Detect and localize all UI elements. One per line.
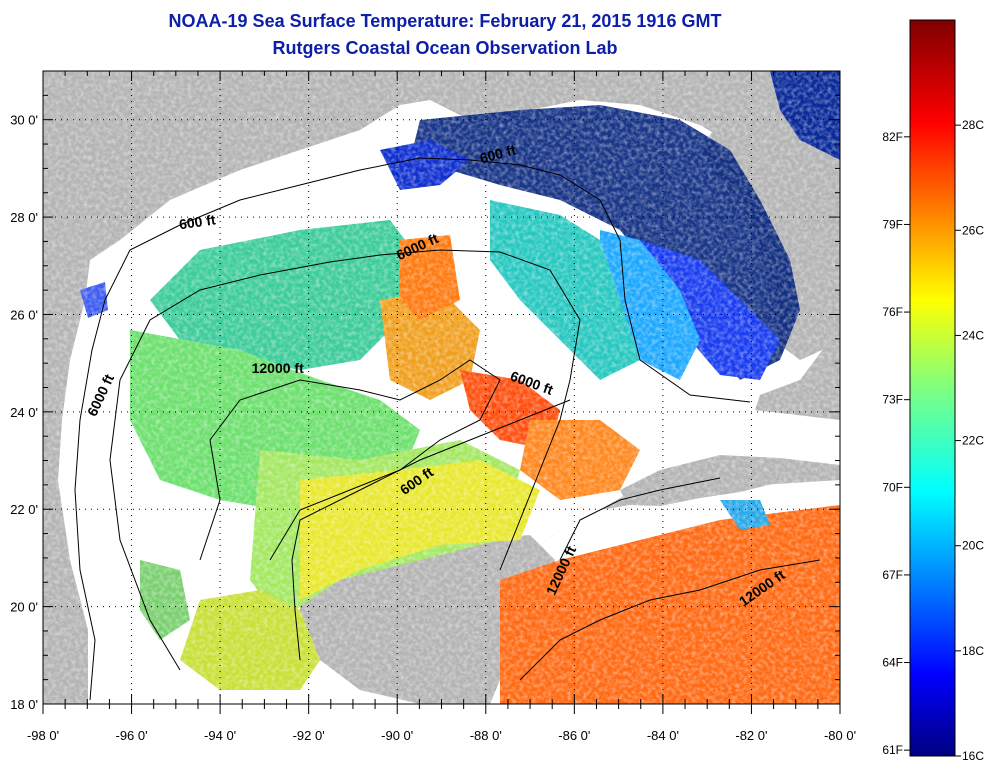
celsius-label: 24C <box>962 328 984 342</box>
depth-contours <box>74 157 821 701</box>
celsius-label: 18C <box>962 644 984 658</box>
celsius-label: 26C <box>962 223 984 237</box>
lon-tick-label: -88 0' <box>470 728 502 743</box>
colorbar-ticks: 28C 26C 24C 22C 20C 18C 16C 82F 79F 76F 73F 70F 67F 6… <box>882 118 984 763</box>
map-title: NOAA-19 Sea Surface Temperature: Februar… <box>168 11 722 31</box>
fahrenheit-label: 70F <box>882 480 903 494</box>
axis-labels: -98 0' -96 0' -94 0' -92 0' -90 0' -88 0' -86 … <box>10 113 856 743</box>
lat-tick-label: 18 0' <box>10 697 38 712</box>
lon-tick-label: -84 0' <box>647 728 679 743</box>
fahrenheit-label: 73F <box>882 393 903 407</box>
lon-tick-label: -90 0' <box>381 728 413 743</box>
fahrenheit-label: 76F <box>882 305 903 319</box>
fahrenheit-label: 79F <box>882 217 903 231</box>
fahrenheit-label: 61F <box>882 743 903 757</box>
lat-tick-label: 20 0' <box>10 600 38 615</box>
fahrenheit-label: 64F <box>882 656 903 670</box>
lat-lon-grid <box>43 71 840 704</box>
celsius-label: 22C <box>962 434 984 448</box>
lat-tick-label: 30 0' <box>10 113 38 128</box>
lon-tick-label: -80 0' <box>824 728 856 743</box>
lat-tick-label: 24 0' <box>10 405 38 420</box>
contour-label: 12000 ft <box>252 360 304 376</box>
lon-tick-label: -92 0' <box>293 728 325 743</box>
celsius-label: 20C <box>962 539 984 553</box>
lat-tick-label: 28 0' <box>10 210 38 225</box>
celsius-label: 16C <box>962 749 984 763</box>
lon-tick-label: -82 0' <box>735 728 767 743</box>
lat-tick-label: 22 0' <box>10 502 38 517</box>
map-subtitle: Rutgers Coastal Ocean Observation Lab <box>272 38 618 58</box>
fahrenheit-label: 67F <box>882 568 903 582</box>
lon-tick-label: -94 0' <box>204 728 236 743</box>
lon-tick-label: -86 0' <box>558 728 590 743</box>
map-ticks <box>42 70 841 714</box>
colorbar <box>909 19 956 757</box>
lon-tick-label: -96 0' <box>115 728 147 743</box>
celsius-label: 28C <box>962 118 984 132</box>
contour-label: 600 ft <box>178 211 217 232</box>
fahrenheit-label: 82F <box>882 130 903 144</box>
lon-tick-label: -98 0' <box>27 728 59 743</box>
lat-tick-label: 26 0' <box>10 307 38 322</box>
cloud-speckle <box>43 71 840 704</box>
